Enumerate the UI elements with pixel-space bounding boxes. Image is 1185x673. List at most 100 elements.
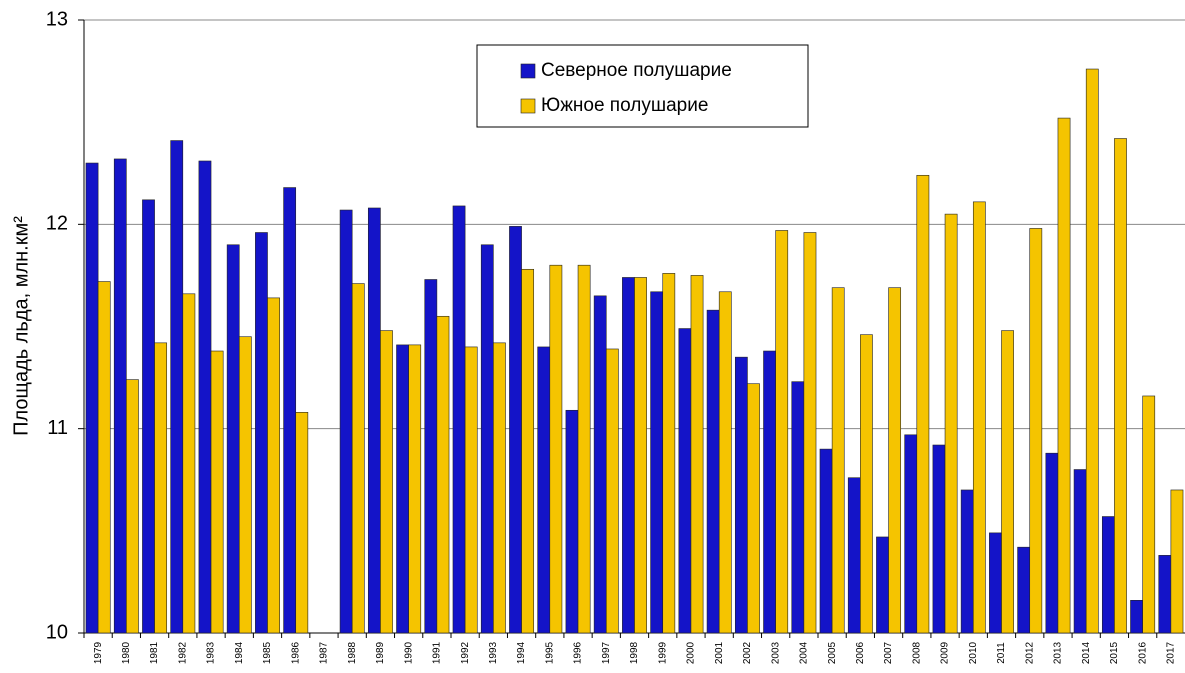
x-tick-label: 2009 xyxy=(940,641,951,664)
bar xyxy=(960,489,974,634)
legend-label: Южное полушарие xyxy=(541,95,708,116)
legend-box xyxy=(476,44,809,128)
bar xyxy=(876,536,889,634)
bar xyxy=(380,330,393,634)
bar xyxy=(888,287,902,634)
x-tick-label: 1992 xyxy=(460,641,471,664)
bar xyxy=(408,344,422,634)
bar xyxy=(1073,469,1087,634)
bar xyxy=(521,268,535,634)
x-tick-label: 2015 xyxy=(1109,641,1120,664)
x-tick-label: 1995 xyxy=(544,641,555,664)
legend-swatch xyxy=(520,63,536,79)
bar xyxy=(1017,546,1031,634)
bar xyxy=(565,409,579,634)
bar xyxy=(1029,228,1043,634)
bar xyxy=(605,348,619,634)
bar xyxy=(791,381,805,634)
bar xyxy=(1045,452,1059,634)
bar xyxy=(622,277,635,634)
x-tick-label: 2016 xyxy=(1137,641,1148,664)
bar xyxy=(170,140,184,634)
bar xyxy=(295,412,309,634)
bar xyxy=(803,232,817,634)
bar xyxy=(1001,330,1014,634)
x-tick-label: 1985 xyxy=(262,641,273,664)
x-tick-label: 1988 xyxy=(347,641,358,664)
bar xyxy=(932,444,946,634)
bar xyxy=(1142,395,1156,634)
bar xyxy=(1158,555,1172,634)
x-tick-label: 1979 xyxy=(93,641,104,664)
x-tick-label: 2002 xyxy=(742,641,753,664)
bar xyxy=(396,344,409,634)
bar xyxy=(916,174,930,634)
x-tick-label: 1998 xyxy=(629,641,640,664)
x-tick-label: 1982 xyxy=(177,641,188,664)
x-tick-label: 1999 xyxy=(657,641,668,664)
bar xyxy=(690,275,704,634)
bar xyxy=(464,346,478,634)
bar xyxy=(126,379,139,634)
y-axis-label: Площадь льда, млн.км² xyxy=(10,216,32,436)
x-tick-label: 1981 xyxy=(149,641,160,664)
x-tick-label: 2007 xyxy=(883,641,894,664)
bar xyxy=(537,346,551,634)
bar xyxy=(1170,489,1184,634)
bar xyxy=(904,434,918,634)
bar xyxy=(1057,117,1071,634)
x-tick-label: 2005 xyxy=(827,641,838,664)
x-tick-label: 1997 xyxy=(601,641,612,664)
bar xyxy=(718,291,732,634)
bar xyxy=(706,309,720,634)
bar xyxy=(831,287,845,634)
bar xyxy=(593,295,607,634)
x-tick-label: 1991 xyxy=(432,641,443,664)
x-tick-label: 2006 xyxy=(855,641,866,664)
y-tick-label: 10 xyxy=(46,621,68,643)
x-tick-label: 1987 xyxy=(319,641,330,664)
bar xyxy=(509,226,522,634)
bar xyxy=(267,297,280,634)
bar xyxy=(989,532,1002,634)
bar xyxy=(198,160,212,634)
x-tick-label: 2010 xyxy=(968,641,979,664)
bar xyxy=(182,293,196,634)
legend-swatch xyxy=(520,98,536,114)
bar xyxy=(480,244,494,634)
x-tick-label: 2014 xyxy=(1081,641,1092,664)
x-tick-label: 2012 xyxy=(1024,641,1035,664)
bar xyxy=(97,281,111,634)
bar xyxy=(452,205,466,634)
bar xyxy=(650,291,664,634)
bar xyxy=(634,277,647,634)
x-tick-label: 1994 xyxy=(516,641,527,664)
bar xyxy=(747,383,760,634)
bar xyxy=(775,230,789,634)
x-tick-label: 2000 xyxy=(686,641,697,664)
bar xyxy=(1114,138,1127,634)
x-tick-label: 1990 xyxy=(403,641,414,664)
legend-label: Северное полушарие xyxy=(541,60,732,81)
bar xyxy=(424,279,438,634)
y-tick-label: 13 xyxy=(46,8,68,30)
x-tick-label: 2004 xyxy=(799,641,810,664)
bar xyxy=(226,244,240,634)
bar xyxy=(351,283,365,634)
bar xyxy=(436,315,450,634)
bar xyxy=(972,201,986,634)
x-tick-label: 1989 xyxy=(375,641,386,664)
x-tick-label: 2011 xyxy=(996,642,1007,664)
y-tick-label: 11 xyxy=(47,417,68,439)
bar xyxy=(1085,68,1099,634)
bar xyxy=(154,342,168,634)
x-tick-label: 2013 xyxy=(1053,641,1064,664)
bar xyxy=(763,350,776,634)
bar xyxy=(549,264,563,634)
x-tick-label: 1993 xyxy=(488,641,499,664)
bar xyxy=(860,334,873,634)
bar xyxy=(577,264,591,634)
x-tick-label: 2001 xyxy=(714,641,725,664)
bar xyxy=(847,477,861,634)
